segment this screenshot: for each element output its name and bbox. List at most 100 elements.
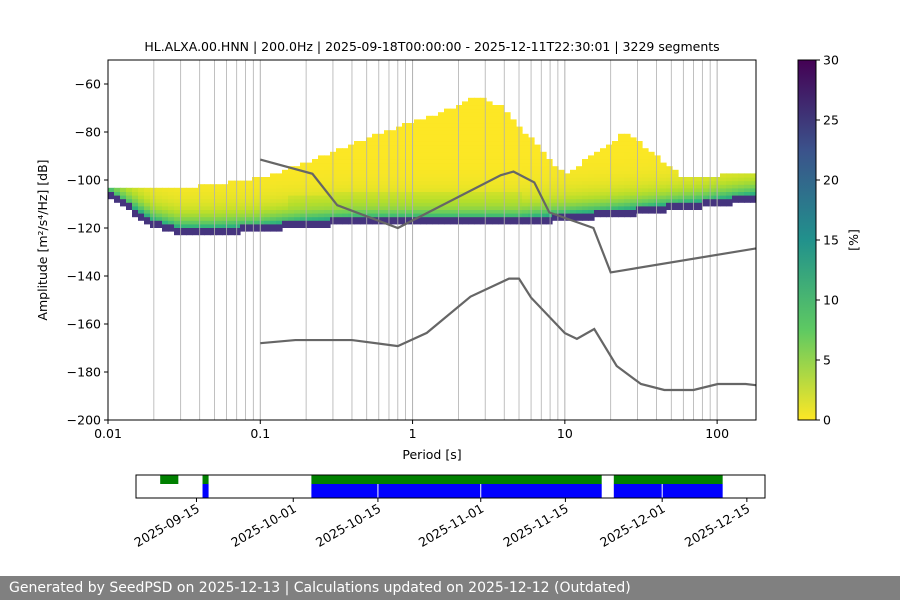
heatmap-cell xyxy=(420,137,427,142)
heatmap-cell xyxy=(468,105,475,110)
heatmap-cell xyxy=(504,155,511,160)
heatmap-cell xyxy=(510,126,517,131)
heatmap-cell xyxy=(258,187,265,192)
heatmap-cell xyxy=(732,191,739,196)
heatmap-cell xyxy=(672,180,679,185)
heatmap-cell xyxy=(672,177,679,182)
heatmap-cell xyxy=(306,216,313,221)
heatmap-cell xyxy=(396,130,403,135)
heatmap-cell xyxy=(150,205,157,210)
heatmap-cell xyxy=(426,155,433,160)
heatmap-cell xyxy=(570,195,577,200)
heatmap-cell xyxy=(648,187,655,192)
heatmap-cell xyxy=(474,133,481,138)
heatmap-cell xyxy=(468,184,475,189)
heatmap-cell xyxy=(594,151,601,156)
heatmap-cell xyxy=(300,213,307,218)
heatmap-cell xyxy=(558,205,565,210)
heatmap-cell xyxy=(612,191,619,196)
heatmap-cell xyxy=(636,151,643,156)
heatmap-cell xyxy=(486,195,493,200)
heatmap-cell xyxy=(474,162,481,167)
heatmap-cell xyxy=(462,187,469,192)
heatmap-cell xyxy=(702,198,709,203)
heatmap-cell xyxy=(738,180,745,185)
heatmap-cell xyxy=(696,187,703,192)
heatmap-cell xyxy=(606,205,613,210)
heatmap-cell xyxy=(174,198,181,203)
heatmap-cell xyxy=(570,169,577,174)
heatmap-cell xyxy=(600,213,607,218)
heatmap-cell xyxy=(312,195,319,200)
heatmap-cell xyxy=(540,213,547,218)
heatmap-cell xyxy=(294,205,301,210)
heatmap-cell xyxy=(234,184,241,189)
heatmap-cell xyxy=(504,195,511,200)
heatmap-cell xyxy=(192,209,199,214)
heatmap-cell xyxy=(642,209,649,214)
heatmap-cell xyxy=(258,213,265,218)
heatmap-cell xyxy=(696,198,703,203)
heatmap-cell xyxy=(642,159,649,164)
heatmap-cell xyxy=(198,202,205,207)
heatmap-cell xyxy=(204,231,211,236)
heatmap-cell xyxy=(510,213,517,218)
heatmap-cell xyxy=(234,205,241,210)
heatmap-cell xyxy=(534,151,541,156)
heatmap-cell xyxy=(150,220,157,225)
heatmap-cell xyxy=(462,123,469,128)
heatmap-cell xyxy=(594,166,601,171)
heatmap-cell xyxy=(156,191,163,196)
heatmap-cell xyxy=(648,191,655,196)
heatmap-cell xyxy=(384,166,391,171)
heatmap-cell xyxy=(444,195,451,200)
heatmap-cell xyxy=(144,187,151,192)
heatmap-cell xyxy=(576,177,583,182)
heatmap-cell xyxy=(582,198,589,203)
heatmap-cell xyxy=(384,202,391,207)
heatmap-cell xyxy=(372,180,379,185)
heatmap-cell xyxy=(318,177,325,182)
heatmap-cell xyxy=(222,231,229,236)
heatmap-cell xyxy=(306,166,313,171)
heatmap-cell xyxy=(282,195,289,200)
heatmap-cell xyxy=(216,216,223,221)
heatmap-cell xyxy=(618,177,625,182)
heatmap-cell xyxy=(360,184,367,189)
heatmap-cell xyxy=(642,173,649,178)
heatmap-cell xyxy=(510,198,517,203)
heatmap-cell xyxy=(618,162,625,167)
heatmap-cell xyxy=(606,198,613,203)
heatmap-cell xyxy=(408,159,415,164)
heatmap-cell xyxy=(456,144,463,149)
heatmap-cell xyxy=(198,231,205,236)
heatmap-cell xyxy=(480,177,487,182)
heatmap-cell xyxy=(420,184,427,189)
heatmap-cell xyxy=(570,187,577,192)
heatmap-cell xyxy=(420,133,427,138)
heatmap-cell xyxy=(294,187,301,192)
heatmap-cell xyxy=(336,177,343,182)
heatmap-cell xyxy=(606,184,613,189)
heatmap-cell xyxy=(144,195,151,200)
heatmap-cell xyxy=(498,166,505,171)
heatmap-cell xyxy=(468,191,475,196)
heatmap-cell xyxy=(552,169,559,174)
heatmap-cell xyxy=(594,213,601,218)
heatmap-cell xyxy=(408,173,415,178)
heatmap-cell xyxy=(396,155,403,160)
heatmap-cell xyxy=(168,213,175,218)
heatmap-cell xyxy=(438,191,445,196)
heatmap-cell xyxy=(708,191,715,196)
heatmap-cell xyxy=(180,231,187,236)
heatmap-cell xyxy=(414,187,421,192)
heatmap-cell xyxy=(678,187,685,192)
heatmap-cell xyxy=(252,209,259,214)
heatmap-cell xyxy=(246,216,253,221)
heatmap-cell xyxy=(384,205,391,210)
heatmap-cell xyxy=(282,205,289,210)
heatmap-cell xyxy=(750,191,756,196)
heatmap-cell xyxy=(414,141,421,146)
heatmap-cell xyxy=(396,209,403,214)
heatmap-cell xyxy=(594,159,601,164)
